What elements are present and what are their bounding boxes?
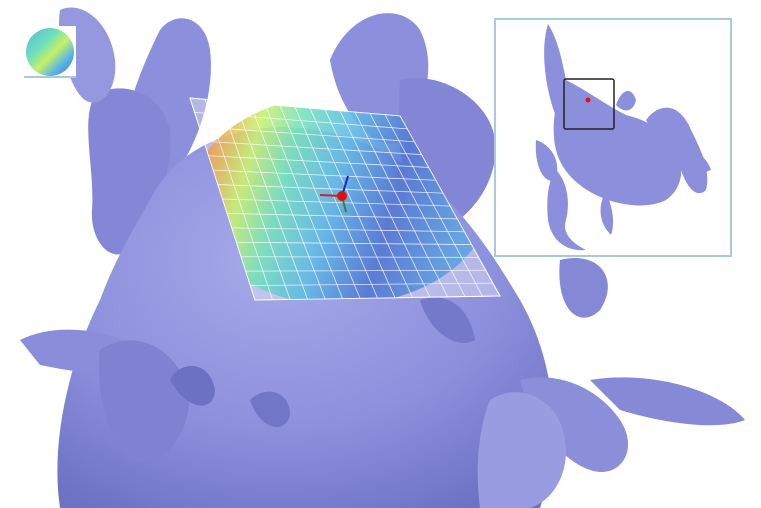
- patch-grid-lines: [189, 97, 501, 301]
- axis-gizmo-icon[interactable]: [319, 175, 349, 213]
- colormap-thumbnail[interactable]: [24, 26, 76, 78]
- overview-minimap[interactable]: [494, 18, 732, 257]
- view-frame-icon[interactable]: [563, 78, 615, 130]
- colormap-circle-icon: [24, 28, 76, 78]
- dragon-surface: [20, 7, 745, 508]
- dragon-overview: [535, 24, 711, 251]
